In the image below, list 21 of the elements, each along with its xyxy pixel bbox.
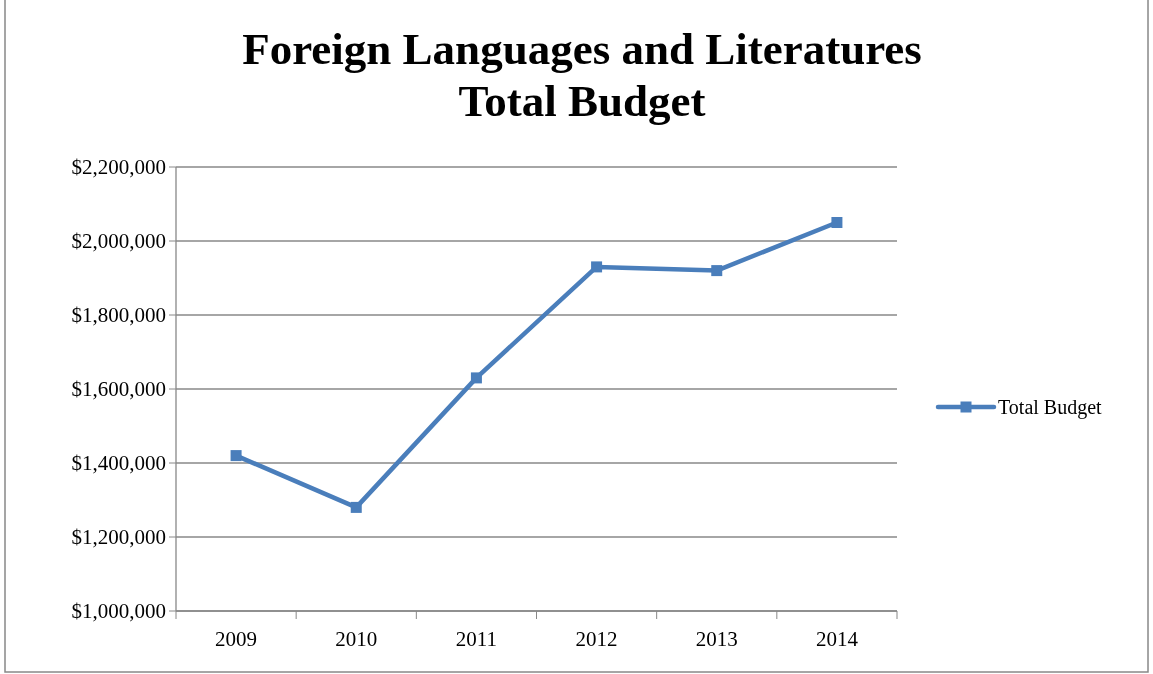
point	[350, 501, 362, 513]
y-tick-label: $1,400,000	[71, 451, 166, 476]
x-tick-label: 2011	[455, 627, 498, 651]
x-tick-label: 2014	[815, 627, 859, 651]
y-tick-label: $1,000,000	[71, 599, 166, 624]
point	[591, 261, 603, 273]
x-tick-label: 2013	[695, 627, 738, 651]
legend-label: Total Budget	[998, 396, 1103, 419]
point	[831, 217, 843, 228]
y-tick-label: $2,000,000	[71, 229, 166, 254]
y-tick-label: $1,800,000	[71, 303, 166, 328]
point	[230, 450, 242, 462]
y-tick-label: $1,200,000	[71, 525, 166, 550]
x-tick-label: 2010	[335, 627, 378, 651]
x-tick-label: 2012	[575, 627, 618, 651]
y-tick-label: $2,200,000	[71, 155, 166, 180]
x-tick-label: 2009	[215, 627, 258, 651]
point	[711, 265, 723, 277]
point	[470, 372, 482, 384]
y-tick-label: $1,600,000	[71, 377, 166, 402]
chart-title: Foreign Languages and Literatures Total Budget	[242, 24, 922, 126]
